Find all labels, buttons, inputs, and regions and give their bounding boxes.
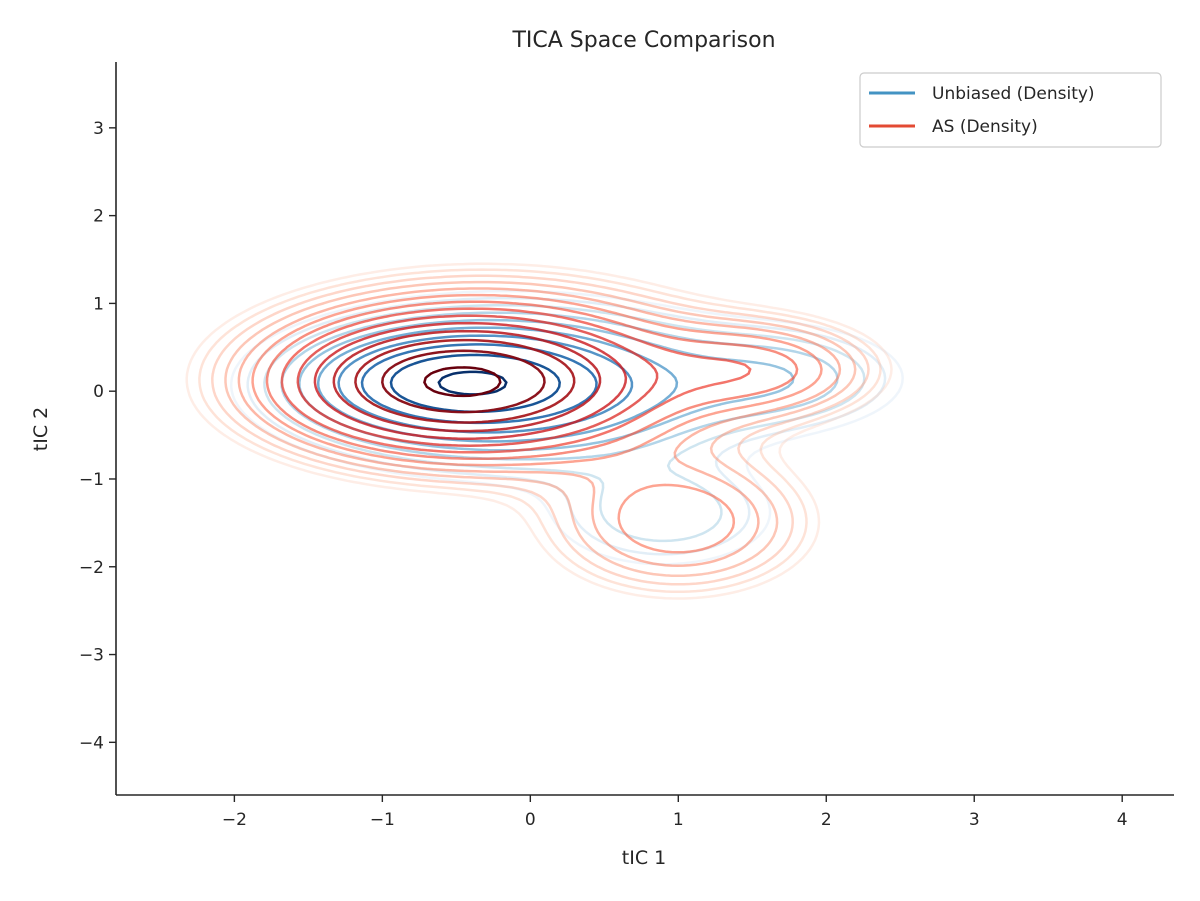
x-tick-label: 2 [821, 810, 832, 830]
contour-level [437, 370, 508, 396]
contour-series-as [185, 262, 893, 600]
y-tick-label: −3 [79, 646, 104, 666]
contour-level [211, 274, 870, 586]
chart-title: TICA Space Comparison [511, 28, 775, 53]
contour-level [280, 307, 752, 454]
legend: Unbiased (Density) AS (Density) [859, 72, 1162, 148]
contour-level [381, 349, 546, 414]
y-tick-label: −2 [79, 558, 104, 578]
x-tick-label: −2 [222, 810, 247, 830]
contour-level [185, 262, 893, 600]
legend-frame [859, 72, 1162, 148]
contour-level [354, 338, 576, 424]
contour-level [224, 280, 857, 578]
contour-level [237, 287, 842, 567]
y-tick-label: −4 [79, 733, 104, 753]
contour-level [332, 329, 602, 433]
x-tick-label: 0 [525, 810, 536, 830]
contour-level [198, 268, 882, 594]
y-axis-label: tIC 2 [30, 407, 52, 451]
legend-label-as: AS (Density) [932, 117, 1038, 137]
contour-level [313, 321, 628, 440]
legend-label-unbiased: Unbiased (Density) [932, 84, 1095, 104]
y-ticks: −4 −3 −2 −1 0 1 2 3 [79, 119, 116, 753]
y-tick-label: 3 [93, 119, 104, 139]
y-tick-label: 2 [93, 207, 104, 227]
contour-level [251, 293, 823, 554]
x-tick-label: 4 [1117, 810, 1128, 830]
axes: −2 −1 0 1 2 3 4 −4 −3 −2 −1 0 1 2 3 [79, 62, 1174, 830]
x-ticks: −2 −1 0 1 2 3 4 [222, 795, 1128, 830]
y-tick-label: 0 [93, 382, 104, 402]
contour-level [423, 366, 502, 398]
x-axis-label: tIC 1 [622, 847, 666, 869]
contour-level [265, 300, 799, 460]
y-tick-label: 1 [93, 294, 104, 314]
x-tick-label: 3 [969, 810, 980, 830]
contour-level [296, 314, 659, 447]
y-tick-label: −1 [79, 470, 104, 490]
contour-layer [185, 262, 904, 600]
x-tick-label: −1 [370, 810, 395, 830]
x-tick-label: 1 [673, 810, 684, 830]
